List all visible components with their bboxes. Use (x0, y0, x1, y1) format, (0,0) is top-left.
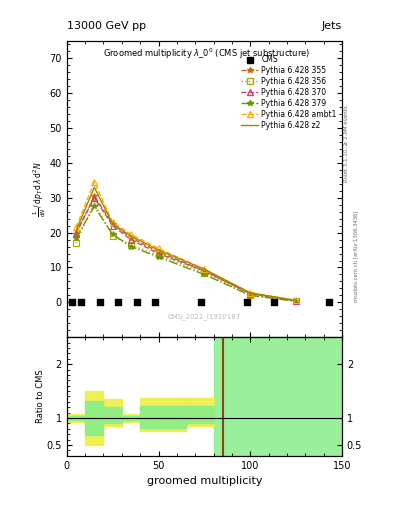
Pythia 6.428 379 (294, 298, 298, 304)
Line: Pythia 6.428 356: Pythia 6.428 356 (73, 200, 299, 304)
Pythia 6.428 370 (129, 237, 133, 243)
Point (133, 298, 140, 307)
Point (243, 298, 250, 307)
Pythia 6.428 355 (294, 297, 298, 304)
Pythia 6.428 355 (92, 193, 97, 199)
Pythia 6.428 ambt1 (129, 231, 133, 238)
Pythia 6.428 379 (73, 235, 78, 241)
Pythia 6.428 370 (248, 290, 253, 296)
Pythia 6.428 379 (248, 292, 253, 298)
Pythia 6.428 z2 (156, 247, 161, 253)
Line: Pythia 6.428 ambt1: Pythia 6.428 ambt1 (73, 179, 299, 303)
Pythia 6.428 355 (129, 235, 133, 241)
Pythia 6.428 355 (202, 268, 207, 274)
Pythia 6.428 370 (294, 297, 298, 304)
Pythia 6.428 356 (92, 200, 97, 206)
Pythia 6.428 ambt1 (202, 266, 207, 272)
Legend: CMS, Pythia 6.428 355, Pythia 6.428 356, Pythia 6.428 370, Pythia 6.428 379, Pyt: CMS, Pythia 6.428 355, Pythia 6.428 356,… (240, 54, 338, 131)
Point (152, 298, 158, 307)
Pythia 6.428 356 (202, 270, 207, 276)
Pythia 6.428 355 (110, 221, 115, 227)
Pythia 6.428 z2 (129, 233, 133, 239)
Pythia 6.428 370 (202, 268, 207, 274)
Pythia 6.428 379 (156, 254, 161, 260)
Pythia 6.428 z2 (202, 266, 207, 272)
Line: Pythia 6.428 355: Pythia 6.428 355 (73, 193, 299, 304)
Point (78, 298, 84, 307)
Pythia 6.428 z2 (294, 297, 298, 304)
Text: CMS_2021_I1920187: CMS_2021_I1920187 (168, 313, 241, 320)
Pythia 6.428 355 (156, 249, 161, 255)
Pythia 6.428 ambt1 (110, 219, 115, 225)
Pythia 6.428 z2 (248, 290, 253, 296)
Pythia 6.428 356 (294, 298, 298, 304)
Pythia 6.428 356 (73, 240, 78, 246)
Line: Pythia 6.428 379: Pythia 6.428 379 (73, 204, 299, 304)
Pythia 6.428 356 (110, 233, 115, 239)
Text: mcplots.cern.ch [arXiv:1306.3436]: mcplots.cern.ch [arXiv:1306.3436] (354, 210, 359, 302)
Pythia 6.428 ambt1 (73, 224, 78, 230)
Y-axis label: Ratio to CMS: Ratio to CMS (36, 370, 45, 423)
Line: Pythia 6.428 z2: Pythia 6.428 z2 (76, 187, 296, 301)
Pythia 6.428 z2 (110, 221, 115, 227)
Text: Rivet 3.1.10, ≥ 2.9M events: Rivet 3.1.10, ≥ 2.9M events (344, 105, 349, 182)
Pythia 6.428 ambt1 (294, 297, 298, 303)
Pythia 6.428 379 (92, 203, 97, 209)
Text: 13000 GeV pp: 13000 GeV pp (67, 20, 146, 31)
Pythia 6.428 379 (202, 271, 207, 278)
Pythia 6.428 370 (156, 250, 161, 257)
Line: Pythia 6.428 370: Pythia 6.428 370 (73, 195, 299, 304)
Pythia 6.428 355 (248, 290, 253, 296)
Point (115, 298, 121, 307)
Pythia 6.428 ambt1 (92, 179, 97, 185)
Point (326, 298, 332, 307)
Pythia 6.428 356 (129, 242, 133, 248)
Pythia 6.428 370 (110, 223, 115, 229)
Point (271, 298, 277, 307)
Text: Groomed multiplicity $\lambda\_0^0$ (CMS jet substructure): Groomed multiplicity $\lambda\_0^0$ (CMS… (103, 47, 310, 61)
Pythia 6.428 370 (73, 229, 78, 236)
X-axis label: groomed multiplicity: groomed multiplicity (147, 476, 262, 486)
Pythia 6.428 370 (92, 195, 97, 201)
Pythia 6.428 z2 (73, 228, 78, 234)
Y-axis label: $\frac{1}{\mathrm{d}N}\,/\,\mathrm{d}p_T\,\mathrm{d}\,\lambda\,\mathrm{d}^2N$: $\frac{1}{\mathrm{d}N}\,/\,\mathrm{d}p_T… (32, 161, 48, 217)
Pythia 6.428 z2 (92, 184, 97, 190)
Point (97, 298, 103, 307)
Point (198, 298, 204, 307)
Pythia 6.428 ambt1 (156, 245, 161, 251)
Pythia 6.428 379 (110, 231, 115, 238)
Pythia 6.428 ambt1 (248, 289, 253, 295)
Pythia 6.428 355 (73, 231, 78, 238)
Pythia 6.428 379 (129, 244, 133, 250)
Point (69, 298, 75, 307)
Pythia 6.428 356 (156, 252, 161, 259)
Pythia 6.428 356 (248, 292, 253, 298)
Text: Jets: Jets (321, 20, 342, 31)
